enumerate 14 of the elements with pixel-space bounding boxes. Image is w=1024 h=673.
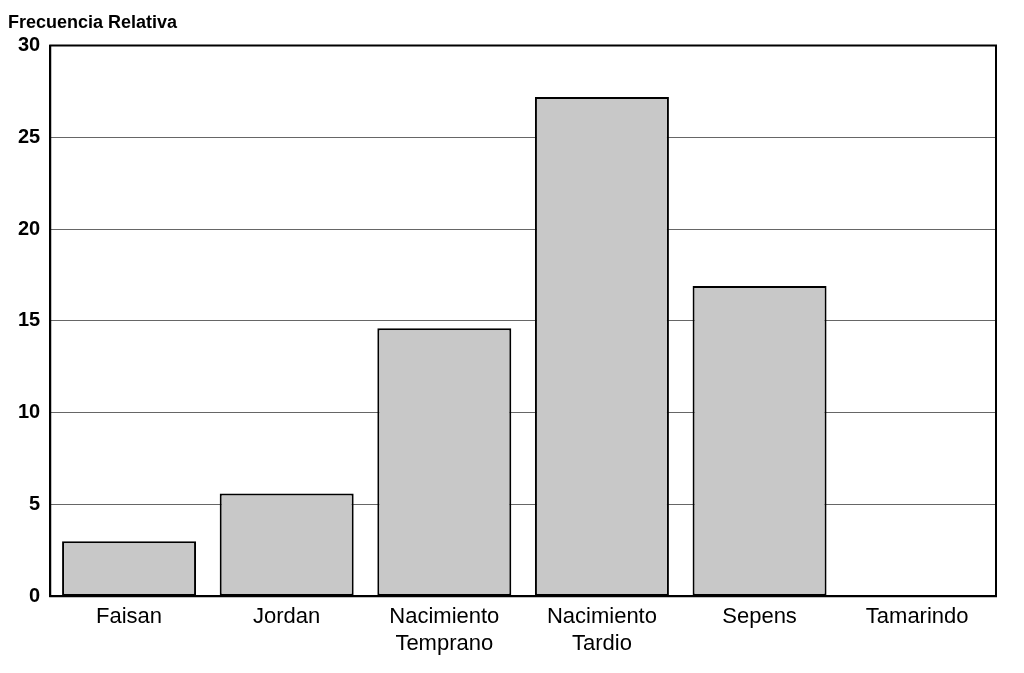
x-tick-label: Sepens <box>722 603 797 629</box>
y-tick-label: 15 <box>18 308 41 331</box>
x-tick-label: Nacimiento Tardio <box>546 603 657 655</box>
x-tick-label: Nacimiento Temprano <box>389 603 500 655</box>
y-tick-label: 25 <box>18 124 41 147</box>
y-tick-label: 0 <box>29 583 41 606</box>
x-tick-label: Jordan <box>253 603 321 629</box>
y-tick-label: 5 <box>29 491 41 514</box>
y-axis-title: Frecuencia Relativa <box>8 11 179 32</box>
y-tick-label: 20 <box>18 216 41 239</box>
y-tick-label: 10 <box>18 400 41 423</box>
x-tick-label: Tamarindo <box>865 603 969 629</box>
y-tick-label: 30 <box>18 33 41 56</box>
x-tick-label: Faisan <box>96 603 163 629</box>
